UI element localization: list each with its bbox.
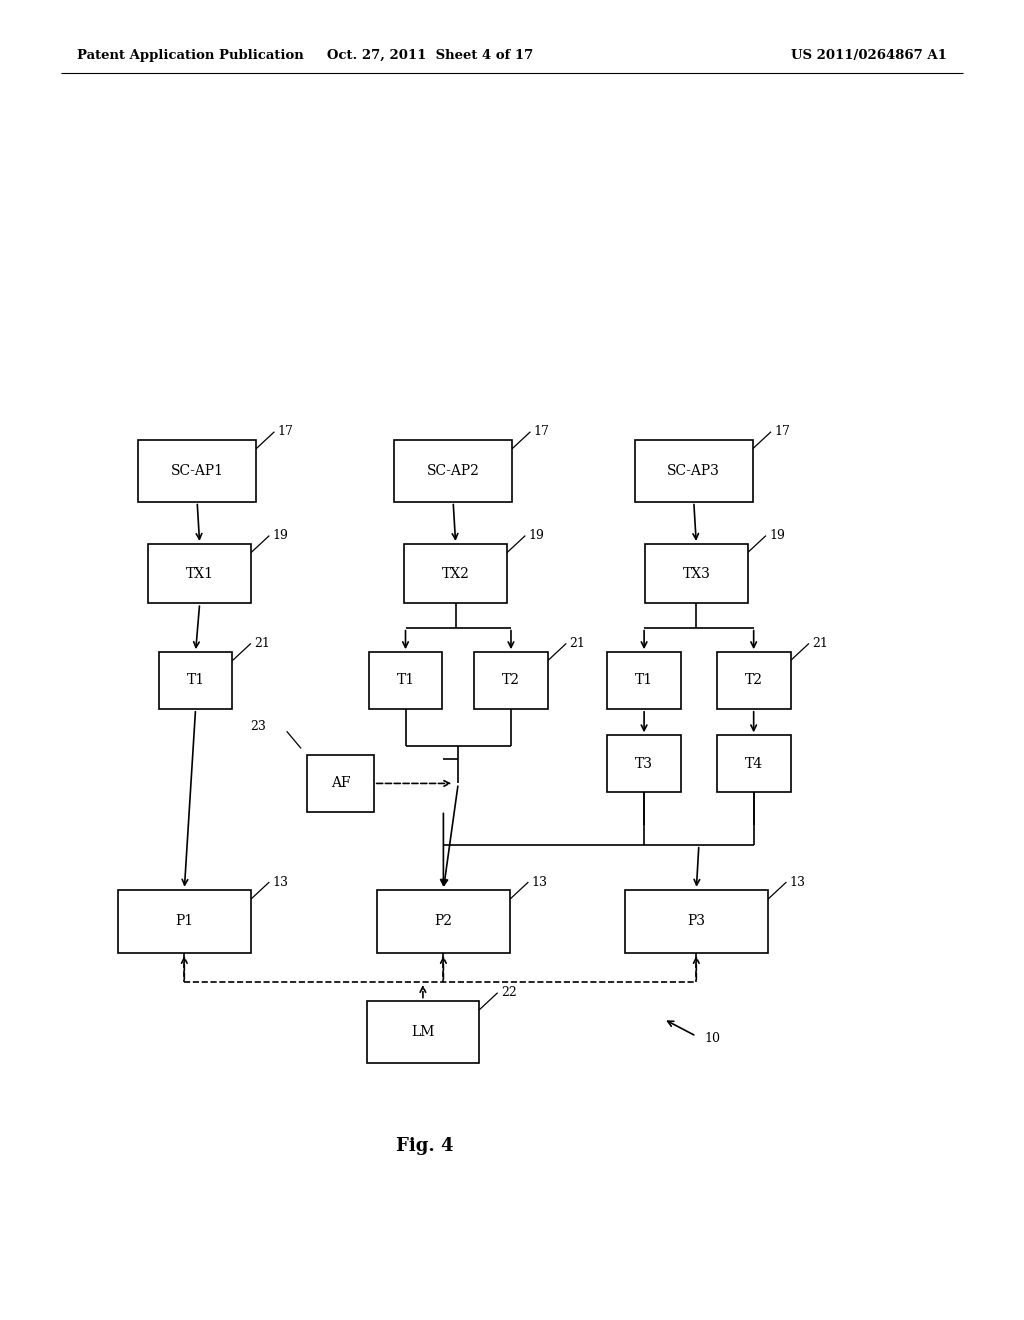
Text: T3: T3 xyxy=(635,756,653,771)
Bar xyxy=(367,1001,479,1063)
Text: P3: P3 xyxy=(687,915,706,928)
Bar xyxy=(148,544,251,603)
Text: T2: T2 xyxy=(502,673,520,688)
Bar xyxy=(159,652,232,709)
Bar xyxy=(717,652,791,709)
Text: 17: 17 xyxy=(534,425,550,438)
Text: 19: 19 xyxy=(528,529,545,543)
Text: TX1: TX1 xyxy=(185,566,214,581)
Text: T1: T1 xyxy=(635,673,653,688)
Bar xyxy=(369,652,442,709)
Bar xyxy=(404,544,507,603)
Bar xyxy=(717,735,791,792)
Text: 21: 21 xyxy=(254,638,270,649)
Text: Oct. 27, 2011  Sheet 4 of 17: Oct. 27, 2011 Sheet 4 of 17 xyxy=(327,49,534,62)
Text: 19: 19 xyxy=(769,529,785,543)
Text: 21: 21 xyxy=(812,638,828,649)
Bar xyxy=(394,440,512,502)
Bar xyxy=(118,890,251,953)
Bar xyxy=(474,652,548,709)
Text: 10: 10 xyxy=(705,1032,721,1045)
Bar xyxy=(625,890,768,953)
Text: 23: 23 xyxy=(250,719,266,733)
Bar xyxy=(307,755,374,812)
Text: 19: 19 xyxy=(272,529,289,543)
Text: P2: P2 xyxy=(434,915,453,928)
Text: 13: 13 xyxy=(531,875,548,888)
Text: Patent Application Publication: Patent Application Publication xyxy=(77,49,303,62)
Text: 13: 13 xyxy=(790,875,806,888)
Text: 21: 21 xyxy=(569,638,586,649)
Text: LM: LM xyxy=(412,1024,434,1039)
Text: 22: 22 xyxy=(501,986,516,999)
Bar xyxy=(138,440,256,502)
Text: TX3: TX3 xyxy=(682,566,711,581)
Text: 13: 13 xyxy=(272,875,289,888)
Text: T1: T1 xyxy=(396,673,415,688)
Bar xyxy=(607,735,681,792)
Text: Fig. 4: Fig. 4 xyxy=(396,1137,454,1155)
Text: T2: T2 xyxy=(744,673,763,688)
Bar xyxy=(377,890,510,953)
Text: T4: T4 xyxy=(744,756,763,771)
Text: SC-AP1: SC-AP1 xyxy=(171,463,223,478)
Bar xyxy=(645,544,748,603)
Text: US 2011/0264867 A1: US 2011/0264867 A1 xyxy=(792,49,947,62)
Text: 17: 17 xyxy=(774,425,791,438)
Text: T1: T1 xyxy=(186,673,205,688)
Bar xyxy=(635,440,753,502)
Text: AF: AF xyxy=(331,776,350,791)
Text: 17: 17 xyxy=(278,425,294,438)
Text: TX2: TX2 xyxy=(441,566,470,581)
Bar xyxy=(607,652,681,709)
Text: SC-AP3: SC-AP3 xyxy=(668,463,720,478)
Text: P1: P1 xyxy=(175,915,194,928)
Text: SC-AP2: SC-AP2 xyxy=(427,463,479,478)
